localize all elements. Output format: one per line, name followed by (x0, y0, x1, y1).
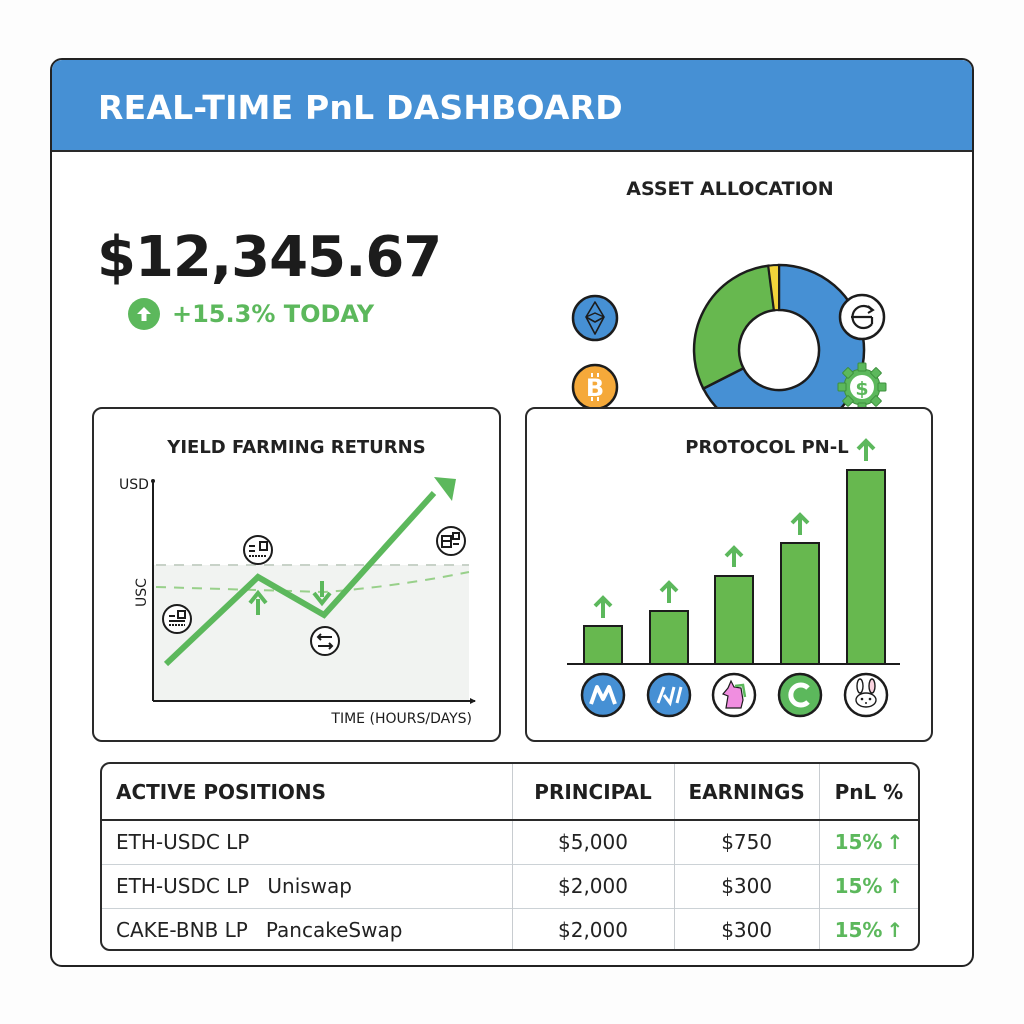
arrow-up-icon: ↑ (886, 918, 904, 943)
position-name-cell: ETH-USDC LP (102, 820, 512, 864)
daily-change: +15.3% TODAY (128, 298, 374, 330)
earnings-cell: $300 (673, 907, 820, 949)
down-arrow-icon (312, 581, 332, 607)
header-earnings[interactable]: EARNINGS (673, 764, 820, 821)
up-arrow-icon (659, 580, 679, 603)
up-arrow-icon (724, 545, 744, 567)
position-name-cell: CAKE-BNB LP PancakeSwap (102, 907, 512, 949)
bar-uniswap (714, 575, 754, 665)
arrow-up-circle-icon (128, 298, 160, 330)
dashboard-widget-icon (436, 526, 466, 556)
refresh-coin-icon (838, 293, 886, 341)
dashboard-card: REAL-TIME PnL DASHBOARD $12,345.67 +15.3… (50, 58, 974, 967)
pnl-cell: 15% ↑ (818, 820, 918, 864)
uniswap-unicorn-icon (711, 672, 757, 718)
up-arrow-icon (593, 595, 613, 618)
y-axis-label-usd: USD (119, 477, 149, 493)
bar-maker (583, 625, 623, 665)
header-pnl[interactable]: PnL % (818, 764, 918, 821)
up-arrow-icon (790, 512, 810, 535)
table-row[interactable]: ETH-USDC LP Uniswap $2,000 $300 15% ↑ (102, 863, 918, 908)
ethereum-icon (571, 294, 619, 342)
farm-icon (162, 604, 192, 634)
yield-farming-panel: YIELD FARMING RETURNS USD USC TIME (HOUR… (92, 407, 501, 742)
position-name-cell: ETH-USDC LP Uniswap (102, 863, 512, 908)
position-protocol: PancakeSwap (265, 918, 403, 943)
pnl-cell: 15% ↑ (818, 907, 918, 949)
pnl-value: 15% (834, 874, 883, 898)
yield-chart-title: YIELD FARMING RETURNS (167, 437, 426, 458)
earnings-cell: $300 (673, 863, 820, 908)
y-axis-label-usc: USC (134, 578, 150, 607)
asset-allocation-chart: B (571, 263, 887, 437)
arrow-up-icon: ↑ (886, 874, 904, 898)
header-active-positions[interactable]: ACTIVE POSITIONS (102, 764, 512, 821)
svg-text:B: B (586, 374, 604, 402)
bitcoin-icon: B (571, 363, 619, 411)
principal-cell: $2,000 (511, 907, 674, 949)
asset-allocation-title: ASSET ALLOCATION (626, 178, 834, 200)
change-text: +15.3% TODAY (172, 300, 375, 328)
table-header-row: ACTIVE POSITIONS PRINCIPAL EARNINGS PnL … (102, 764, 918, 821)
earnings-cell: $750 (673, 820, 820, 864)
position-name: CAKE-BNB LP (116, 918, 248, 943)
up-arrow-icon (856, 438, 876, 461)
header-principal[interactable]: PRINCIPAL (511, 764, 674, 821)
aave-icon (646, 672, 692, 718)
swap-icon (310, 626, 340, 656)
trend-arrow-head (434, 477, 456, 501)
bar-curve (780, 542, 820, 665)
principal-cell: $2,000 (511, 863, 674, 908)
up-arrow-icon (248, 589, 268, 615)
position-name: ETH-USDC LP (116, 830, 250, 855)
pnl-cell: 15% ↑ (818, 863, 918, 908)
pancakeswap-bunny-icon (843, 672, 889, 718)
active-positions-table: ACTIVE POSITIONS PRINCIPAL EARNINGS PnL … (100, 762, 920, 951)
position-protocol: Uniswap (267, 874, 352, 898)
curve-icon (777, 672, 823, 718)
total-balance: $12,345.67 (97, 225, 442, 290)
protocol-pnl-panel: PROTOCOL PN-L (525, 407, 933, 742)
page-title: REAL-TIME PnL DASHBOARD (98, 88, 623, 127)
bar-pancakeswap (846, 469, 886, 665)
protocol-chart-title: PROTOCOL PN-L (685, 437, 849, 458)
gear-dollar-icon: $ (837, 362, 887, 412)
header-bar: REAL-TIME PnL DASHBOARD (52, 60, 972, 152)
maker-icon (580, 672, 626, 718)
table-row[interactable]: ETH-USDC LP $5,000 $750 15% ↑ (102, 820, 918, 864)
table-row[interactable]: CAKE-BNB LP PancakeSwap $2,000 $300 15% ↑ (102, 907, 918, 949)
pool-icon (243, 535, 273, 565)
yield-line-chart: USD USC TIME (HOURS/DAYS) (119, 477, 476, 727)
protocol-bar-chart (567, 438, 900, 718)
position-name: ETH-USDC LP (116, 874, 250, 898)
pnl-value: 15% (834, 830, 883, 855)
principal-cell: $5,000 (511, 820, 674, 864)
svg-text:$: $ (855, 378, 868, 400)
bar-aave (649, 610, 689, 665)
arrow-up-icon: ↑ (886, 830, 904, 855)
pnl-value: 15% (834, 918, 883, 943)
x-axis-label: TIME (HOURS/DAYS) (330, 711, 472, 727)
